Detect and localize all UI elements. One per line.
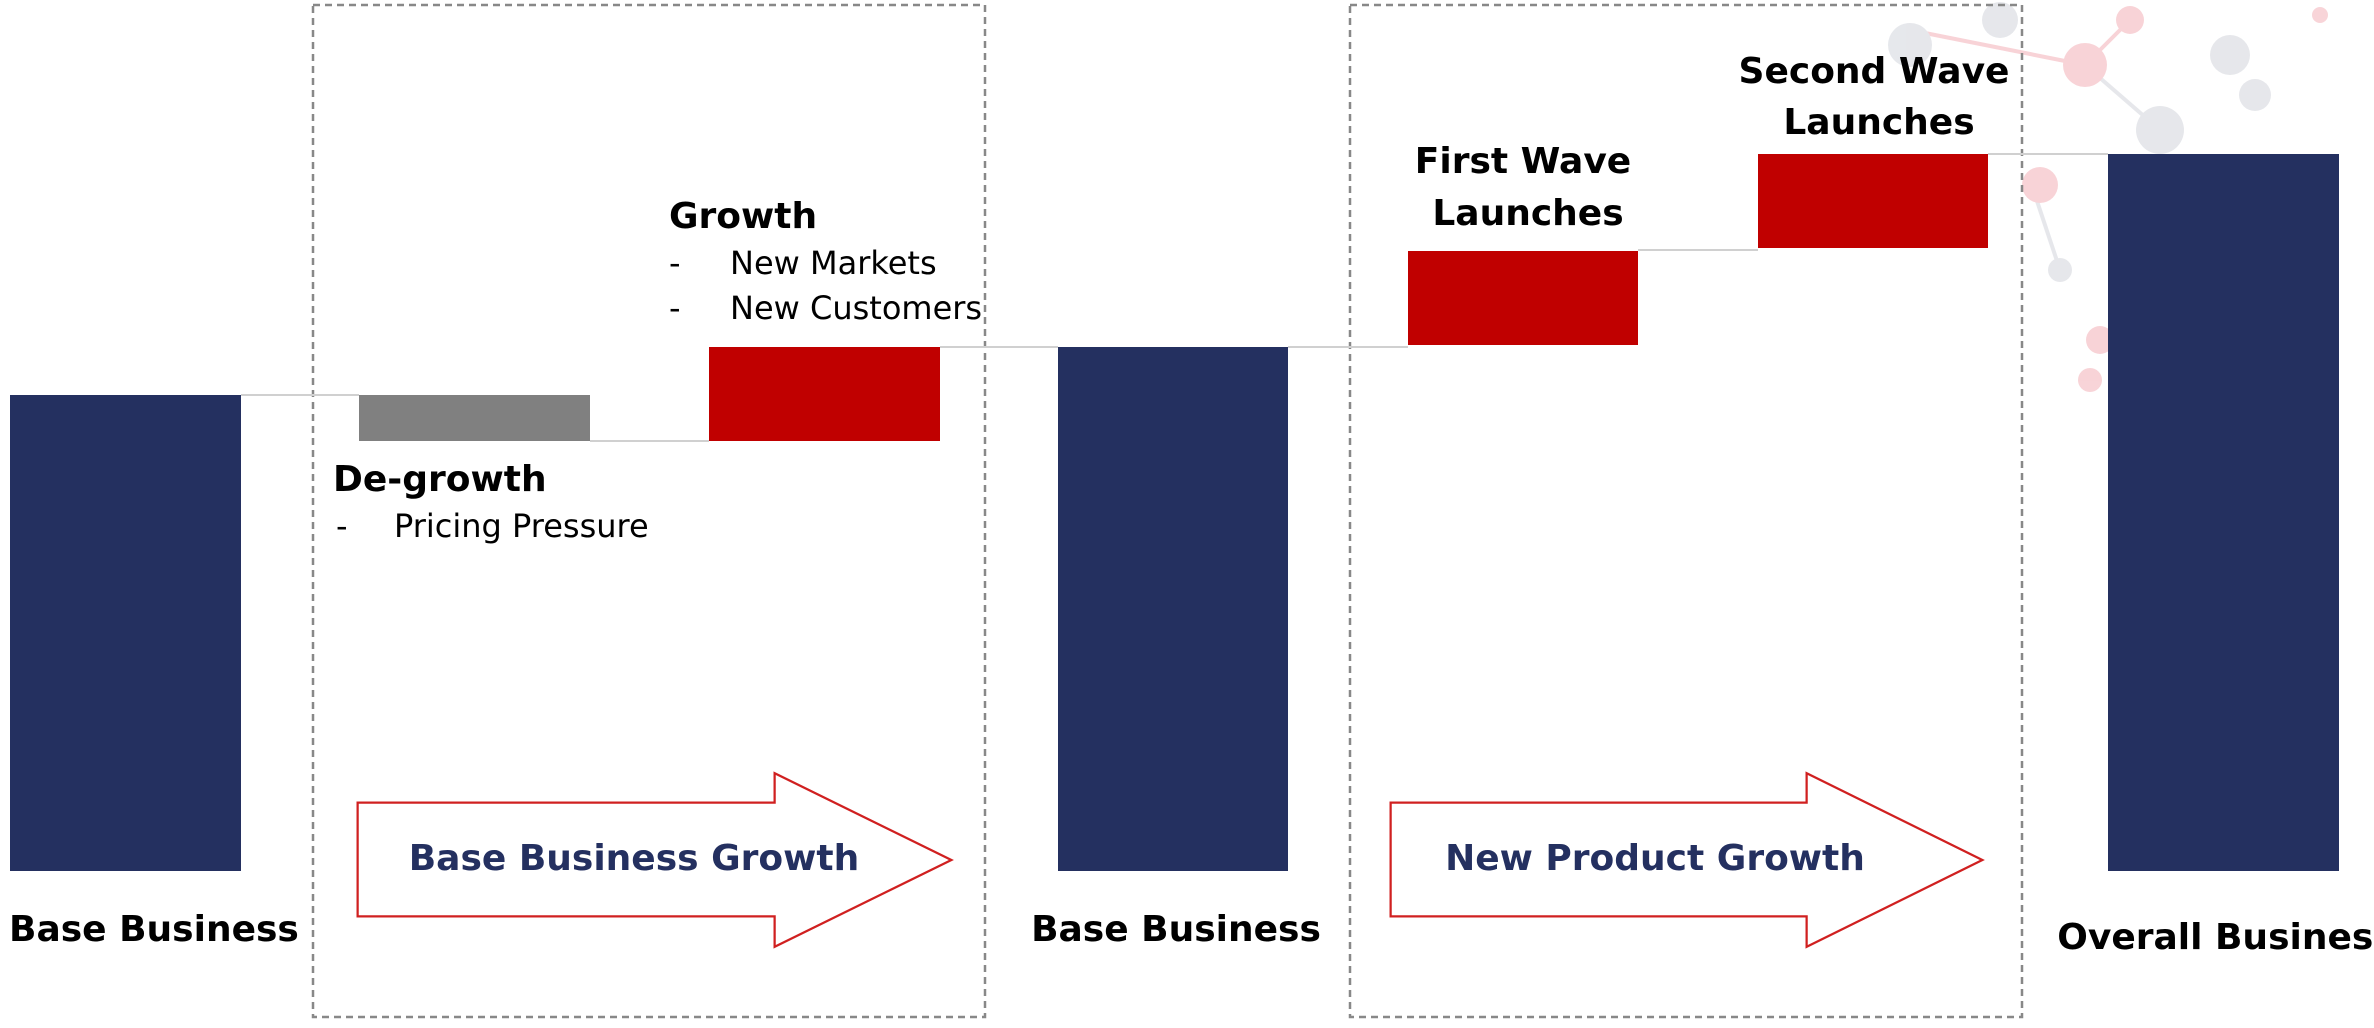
- bullet: Pricing Pressure: [394, 507, 649, 545]
- bar-label: Overall Business: [2057, 917, 2374, 958]
- bar-label: Launches: [1783, 102, 1974, 143]
- connectors: [241, 153, 2108, 442]
- bar-label: First Wave: [1415, 141, 1631, 182]
- bar-label: Launches: [1432, 193, 1623, 234]
- bullet-dash: -: [336, 507, 348, 545]
- bullet-dash: -: [669, 244, 681, 282]
- bar: [1058, 347, 1288, 871]
- bar-title: De-growth: [333, 459, 547, 500]
- bar-title: Growth: [669, 196, 817, 237]
- bar-label: Second Wave: [1739, 51, 2010, 92]
- arrow-label: New Product Growth: [1445, 838, 1865, 879]
- bar: [1758, 154, 1988, 248]
- bullet-dash: -: [669, 289, 681, 327]
- decoration: [1888, 2, 2328, 392]
- bar: [1408, 251, 1638, 345]
- bar-label: Base Business: [1031, 909, 1321, 950]
- arrow-label: Base Business Growth: [409, 838, 860, 879]
- dashed-boxes: [311, 3, 2024, 1019]
- bullet: New Markets: [730, 244, 937, 282]
- arrows: [356, 771, 1985, 949]
- bar: [10, 395, 241, 871]
- bar: [359, 395, 590, 441]
- bar: [709, 347, 940, 441]
- bullet: New Customers: [730, 289, 982, 327]
- bar: [2108, 154, 2339, 871]
- bar-label: Base Business: [9, 909, 299, 950]
- bars: [10, 154, 2339, 871]
